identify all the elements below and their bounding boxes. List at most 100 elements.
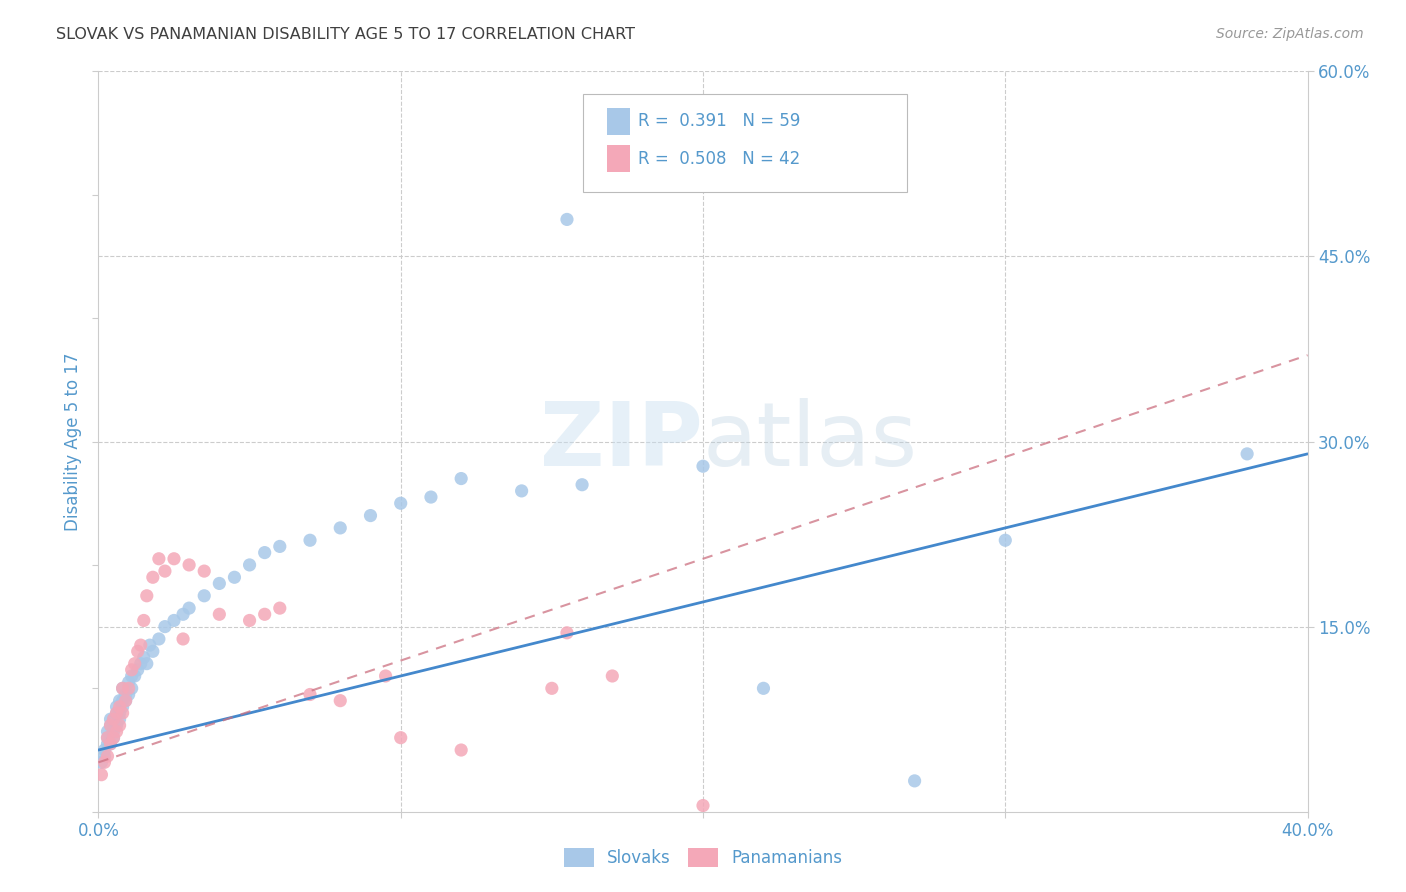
Point [108, 712, 131, 726]
Point [692, 459, 714, 474]
Point [105, 724, 128, 739]
Point [114, 694, 136, 708]
Point [96, 749, 118, 764]
Point [420, 490, 443, 504]
Point [111, 694, 134, 708]
Point [253, 546, 276, 560]
Point [153, 619, 176, 633]
Point [163, 551, 186, 566]
Point [132, 650, 155, 665]
Point [163, 614, 186, 628]
Point [124, 669, 146, 683]
Point [450, 471, 472, 485]
Point [135, 657, 157, 671]
Point [179, 601, 201, 615]
Point [253, 607, 276, 622]
Point [299, 533, 322, 548]
Point [129, 638, 152, 652]
Point [555, 212, 578, 227]
Point [90, 767, 112, 781]
Point [111, 706, 134, 720]
Point [108, 706, 131, 720]
Point [510, 483, 533, 498]
Point [374, 669, 396, 683]
Point [389, 731, 412, 745]
Point [103, 712, 125, 726]
Point [90, 756, 112, 770]
Point [108, 699, 131, 714]
Point [127, 644, 149, 658]
Point [96, 731, 118, 745]
Point [752, 681, 775, 696]
Point [127, 663, 149, 677]
Point [93, 756, 115, 770]
Point [389, 496, 412, 510]
Point [121, 663, 143, 677]
Legend: Slovaks, Panamanians: Slovaks, Panamanians [557, 841, 849, 874]
Point [135, 589, 157, 603]
Point [129, 657, 152, 671]
Point [105, 718, 128, 732]
Point [994, 533, 1017, 548]
Point [239, 558, 262, 572]
Point [105, 706, 128, 720]
Point [100, 737, 122, 751]
Point [269, 601, 291, 615]
Point [100, 737, 122, 751]
Point [111, 681, 134, 696]
Point [105, 706, 128, 720]
Point [329, 694, 352, 708]
Text: atlas: atlas [703, 398, 918, 485]
Point [121, 669, 143, 683]
Point [114, 688, 136, 702]
Point [124, 657, 146, 671]
Y-axis label: Disability Age 5 to 17: Disability Age 5 to 17 [63, 352, 82, 531]
Point [118, 675, 141, 690]
Point [103, 724, 125, 739]
Point [1236, 447, 1258, 461]
Point [224, 570, 246, 584]
Point [172, 607, 194, 622]
Point [132, 614, 155, 628]
Point [108, 718, 131, 732]
Point [602, 669, 624, 683]
Point [153, 564, 176, 578]
Point [142, 570, 165, 584]
Point [208, 576, 231, 591]
Point [692, 798, 714, 813]
Point [100, 718, 122, 732]
Text: ZIP: ZIP [540, 398, 703, 485]
Point [111, 699, 134, 714]
Point [208, 607, 231, 622]
Point [540, 681, 562, 696]
Point [360, 508, 382, 523]
Point [239, 614, 262, 628]
Point [118, 688, 141, 702]
Point [269, 540, 291, 554]
Text: R =  0.391   N = 59: R = 0.391 N = 59 [638, 112, 800, 130]
Point [96, 731, 118, 745]
Point [142, 644, 165, 658]
Point [103, 712, 125, 726]
Point [450, 743, 472, 757]
Point [118, 681, 141, 696]
Point [121, 681, 143, 696]
Text: SLOVAK VS PANAMANIAN DISABILITY AGE 5 TO 17 CORRELATION CHART: SLOVAK VS PANAMANIAN DISABILITY AGE 5 TO… [56, 27, 636, 42]
Point [904, 773, 927, 788]
Point [179, 558, 201, 572]
Point [96, 724, 118, 739]
Point [105, 699, 128, 714]
Point [114, 694, 136, 708]
Point [148, 551, 170, 566]
Point [111, 681, 134, 696]
Point [100, 718, 122, 732]
Point [148, 632, 170, 646]
Point [103, 731, 125, 745]
Point [172, 632, 194, 646]
Text: Source: ZipAtlas.com: Source: ZipAtlas.com [1216, 27, 1364, 41]
Point [571, 477, 593, 491]
Point [93, 743, 115, 757]
Point [329, 521, 352, 535]
Point [193, 589, 215, 603]
Point [139, 638, 162, 652]
